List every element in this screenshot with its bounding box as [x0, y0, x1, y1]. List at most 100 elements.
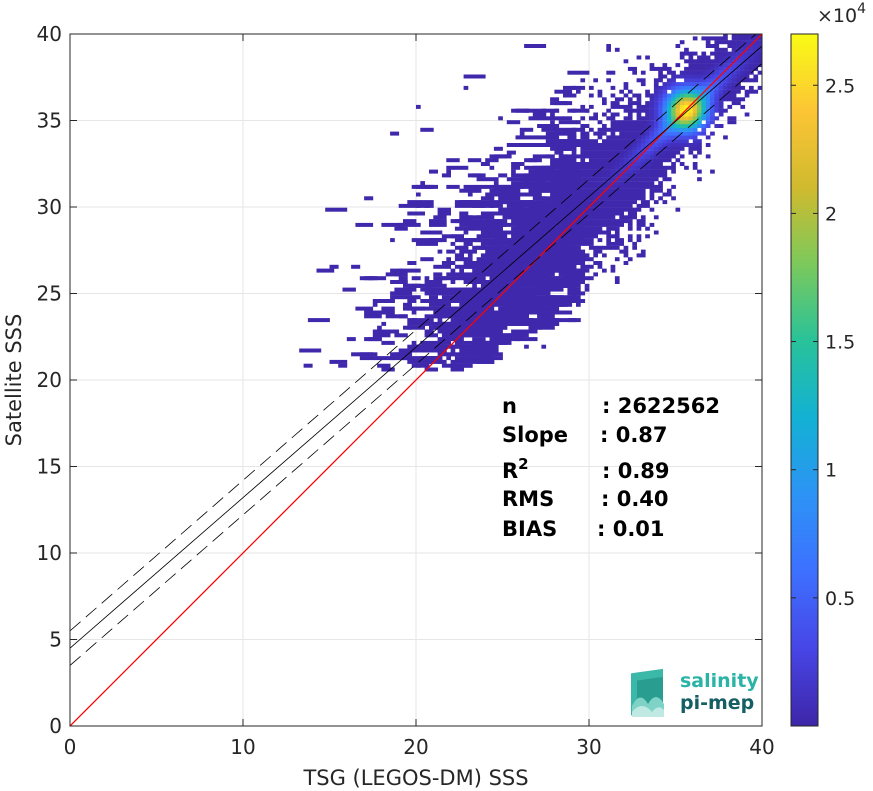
density-cell [653, 173, 659, 178]
density-cell [662, 158, 668, 163]
density-cell [701, 93, 707, 98]
density-cell [632, 120, 637, 125]
density-cell [524, 181, 534, 186]
density-cell [723, 108, 728, 113]
density-cell [554, 158, 560, 163]
density-cell [602, 222, 607, 227]
density-cell [679, 127, 685, 132]
density-cell [459, 249, 477, 254]
density-cell [610, 264, 616, 269]
density-cell [584, 162, 590, 166]
density-cell [472, 226, 495, 231]
density-cell [515, 249, 521, 254]
density-cell [554, 280, 568, 284]
density-cell [558, 158, 573, 163]
density-cell [528, 291, 547, 296]
density-cell [515, 333, 525, 338]
density-cell [718, 93, 724, 98]
density-cell [437, 299, 460, 303]
density-cell [614, 241, 620, 246]
density-cell [718, 40, 724, 45]
density-cell [584, 283, 590, 288]
density-cell [597, 226, 603, 231]
density-cell [645, 143, 650, 147]
density-cell [472, 344, 477, 349]
density-cell [480, 356, 503, 361]
density-cell [614, 150, 620, 155]
density-cell [653, 66, 659, 71]
density-cell [684, 135, 689, 140]
density-cell [502, 302, 508, 307]
density-cell [658, 139, 663, 144]
density-cell [679, 108, 685, 113]
density-cell [567, 131, 573, 136]
density-cell [757, 85, 762, 90]
density-cell [662, 82, 668, 87]
density-cell [502, 321, 508, 326]
density-cell [736, 63, 741, 68]
density-cell [684, 120, 689, 125]
density-cell [606, 108, 611, 113]
density-cell [593, 181, 598, 186]
density-cell [493, 181, 499, 186]
density-cell [714, 70, 720, 75]
density-cell [606, 219, 611, 224]
density-cell [731, 70, 737, 75]
stat-value: : 0.87 [600, 423, 668, 447]
density-cell [454, 226, 464, 231]
density-cell [571, 177, 577, 182]
density-cell [437, 280, 443, 284]
density-cell [731, 47, 737, 52]
density-cell [593, 230, 598, 235]
density-cell [364, 276, 387, 281]
density-cell [718, 63, 724, 68]
density-cell [563, 222, 568, 227]
density-cell [658, 93, 663, 98]
density-cell [710, 85, 715, 90]
density-cell [632, 245, 637, 250]
density-cell [736, 70, 741, 75]
density-cell [576, 222, 581, 227]
density-cell [619, 131, 624, 136]
density-cell [450, 359, 456, 364]
stat-value: : 0.89 [602, 459, 670, 483]
density-cell [554, 318, 577, 323]
density-cell [584, 139, 590, 144]
density-cell [571, 108, 577, 113]
density-cell [372, 329, 395, 334]
density-cell [740, 70, 746, 75]
density-cell [446, 356, 451, 361]
density-cell [749, 89, 754, 94]
density-cell [697, 93, 702, 98]
density-cell [666, 143, 672, 147]
density-cell [606, 211, 611, 216]
density-cell [744, 74, 750, 79]
density-cell [576, 261, 581, 265]
density-cell [597, 261, 603, 265]
density-cell [619, 222, 624, 227]
density-cell [697, 120, 702, 125]
y-axis-label: Satellite SSS [2, 314, 26, 447]
density-cell [597, 158, 603, 163]
density-cell [437, 318, 443, 323]
stat-label: n [502, 394, 517, 418]
density-cell [580, 241, 586, 246]
density-cell [385, 314, 408, 319]
density-cell [571, 169, 577, 174]
density-cell [454, 314, 460, 319]
density-cell [740, 47, 746, 52]
density-cell [489, 314, 495, 319]
density-cell [424, 299, 447, 303]
density-cell [368, 337, 382, 342]
density-cell [649, 143, 655, 147]
density-cell [649, 207, 655, 212]
density-cell [511, 162, 525, 166]
density-cell [675, 146, 681, 151]
density-cell [645, 135, 650, 140]
density-cell [597, 150, 603, 155]
density-cell [649, 177, 655, 182]
density-cell [688, 112, 694, 117]
density-cell [580, 196, 586, 201]
density-cell [420, 321, 430, 326]
density-cell [688, 55, 694, 60]
